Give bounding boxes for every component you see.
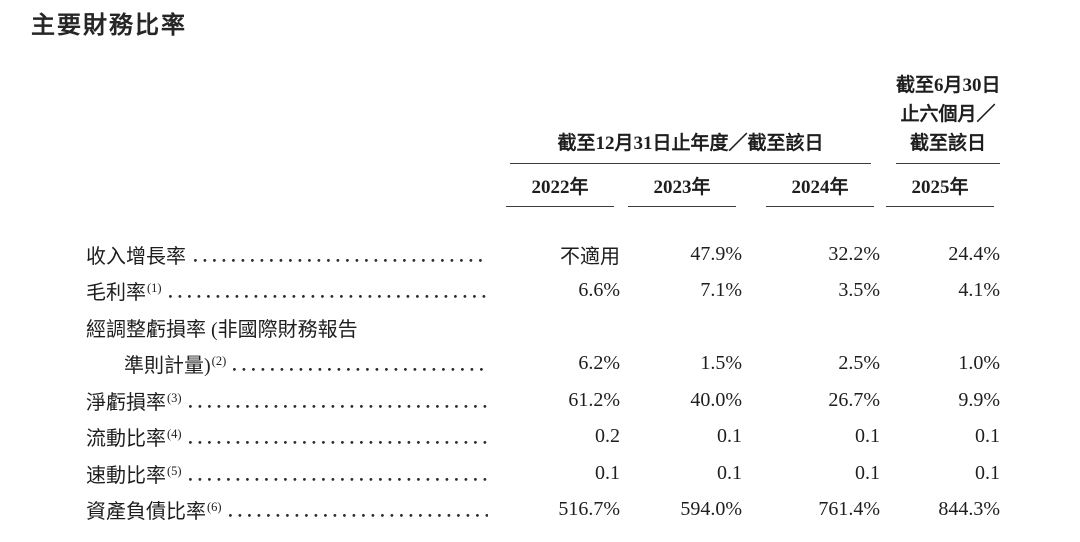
value-cell: 0.1 [855, 425, 880, 448]
value-cell: 844.3% [938, 498, 1000, 521]
value-cell: 0.1 [975, 461, 1000, 484]
table-header-groups: 截至12月31日止年度／截至該日 截至6月30日 止六個月／ 截至該日 [86, 68, 1001, 164]
value-cell: 6.6% [578, 279, 620, 302]
row-label: 經調整虧損率 (非國際財務報告 [86, 318, 358, 341]
value-cell: 26.7% [828, 388, 880, 411]
value-cell: 61.2% [568, 388, 620, 411]
year-column-header: 2023年 [620, 164, 742, 207]
value-cell: 6.2% [578, 352, 620, 375]
dot-leader [194, 258, 488, 262]
table-row: 收入增長率 不適用 47.9% 32.2% 24.4% [86, 236, 1000, 273]
header-empty-cell [86, 164, 498, 207]
year-column-header: 2022年 [498, 164, 620, 207]
value-cell: 7.1% [700, 279, 742, 302]
dot-leader [228, 514, 488, 518]
row-label: 資產負債比率 [86, 501, 206, 524]
year-label: 2025年 [886, 164, 994, 207]
column-group-header-annual: 截至12月31日止年度／截至該日 [510, 131, 871, 164]
dot-leader [188, 441, 488, 445]
value-cell: 761.4% [818, 498, 880, 521]
value-cell: 0.1 [855, 461, 880, 484]
header-line: 止六個月／ [900, 104, 996, 125]
year-label: 2023年 [628, 164, 736, 207]
table-row: 資產負債比率 (6) 516.7% 594.0% 761.4% 844.3% [86, 492, 1000, 529]
header-body-gap [86, 206, 1000, 236]
row-label-cell: 毛利率 (1) [86, 276, 498, 305]
year-column-header: 2024年 [742, 164, 880, 207]
row-label-cell: 速動比率 (5) [86, 459, 498, 488]
year-label: 2022年 [506, 164, 614, 207]
value-cell: 0.1 [595, 461, 620, 484]
row-label: 速動比率 [86, 464, 166, 487]
row-label: 準則計量) [124, 355, 211, 378]
value-cell: 24.4% [948, 242, 1000, 265]
table-row: 毛利率 (1) 6.6% 7.1% 3.5% 4.1% [86, 273, 1000, 310]
value-cell: 1.0% [958, 352, 1000, 375]
financial-ratios-table: 截至12月31日止年度／截至該日 截至6月30日 止六個月／ 截至該日 2022… [86, 68, 1001, 529]
dot-leader [188, 404, 488, 408]
table-row: 準則計量) (2) 6.2% 1.5% 2.5% 1.0% [86, 346, 1000, 383]
dot-leader [168, 295, 488, 299]
value-cell: 不適用 [560, 245, 620, 268]
table-row: 速動比率 (5) 0.1 0.1 0.1 0.1 [86, 455, 1000, 492]
value-cell: 0.1 [975, 425, 1000, 448]
row-label-cell: 淨虧損率 (3) [86, 386, 498, 415]
row-label-cell: 收入增長率 [86, 240, 498, 269]
year-column-header: 2025年 [880, 164, 1000, 207]
row-label-cell: 準則計量) (2) [86, 349, 498, 378]
table-header-years: 2022年 2023年 2024年 2025年 [86, 164, 1000, 207]
dot-leader [233, 368, 488, 372]
value-cell: 516.7% [558, 498, 620, 521]
value-cell: 594.0% [680, 498, 742, 521]
row-label: 淨虧損率 [86, 391, 166, 414]
value-cell: 0.2 [595, 425, 620, 448]
year-label: 2024年 [766, 164, 874, 207]
value-cell: 3.5% [838, 279, 880, 302]
table-row: 淨虧損率 (3) 61.2% 40.0% 26.7% 9.9% [86, 382, 1000, 419]
row-label-cell: 資產負債比率 (6) [86, 495, 498, 524]
table-row: 經調整虧損率 (非國際財務報告 [86, 309, 1000, 346]
value-cell: 2.5% [838, 352, 880, 375]
page-title: 主要財務比率 [31, 12, 187, 39]
value-cell: 0.1 [717, 425, 742, 448]
row-label: 收入增長率 [86, 245, 186, 268]
value-cell: 0.1 [717, 461, 742, 484]
dot-leader [188, 477, 488, 481]
row-label-cell: 經調整虧損率 (非國際財務報告 [86, 313, 498, 342]
value-cell: 9.9% [958, 388, 1000, 411]
value-cell: 4.1% [958, 279, 1000, 302]
value-cell: 40.0% [690, 388, 742, 411]
row-label: 毛利率 [86, 282, 146, 305]
value-cell: 32.2% [828, 242, 880, 265]
value-cell: 47.9% [690, 242, 742, 265]
column-group-header-interim: 截至6月30日 止六個月／ 截至該日 [896, 71, 1001, 164]
row-label: 流動比率 [86, 428, 166, 451]
header-line: 截至該日 [909, 133, 986, 154]
row-label-cell: 流動比率 (4) [86, 422, 498, 451]
header-line: 截至6月30日 [896, 75, 1001, 96]
table-row: 流動比率 (4) 0.2 0.1 0.1 0.1 [86, 419, 1000, 456]
value-cell: 1.5% [700, 352, 742, 375]
